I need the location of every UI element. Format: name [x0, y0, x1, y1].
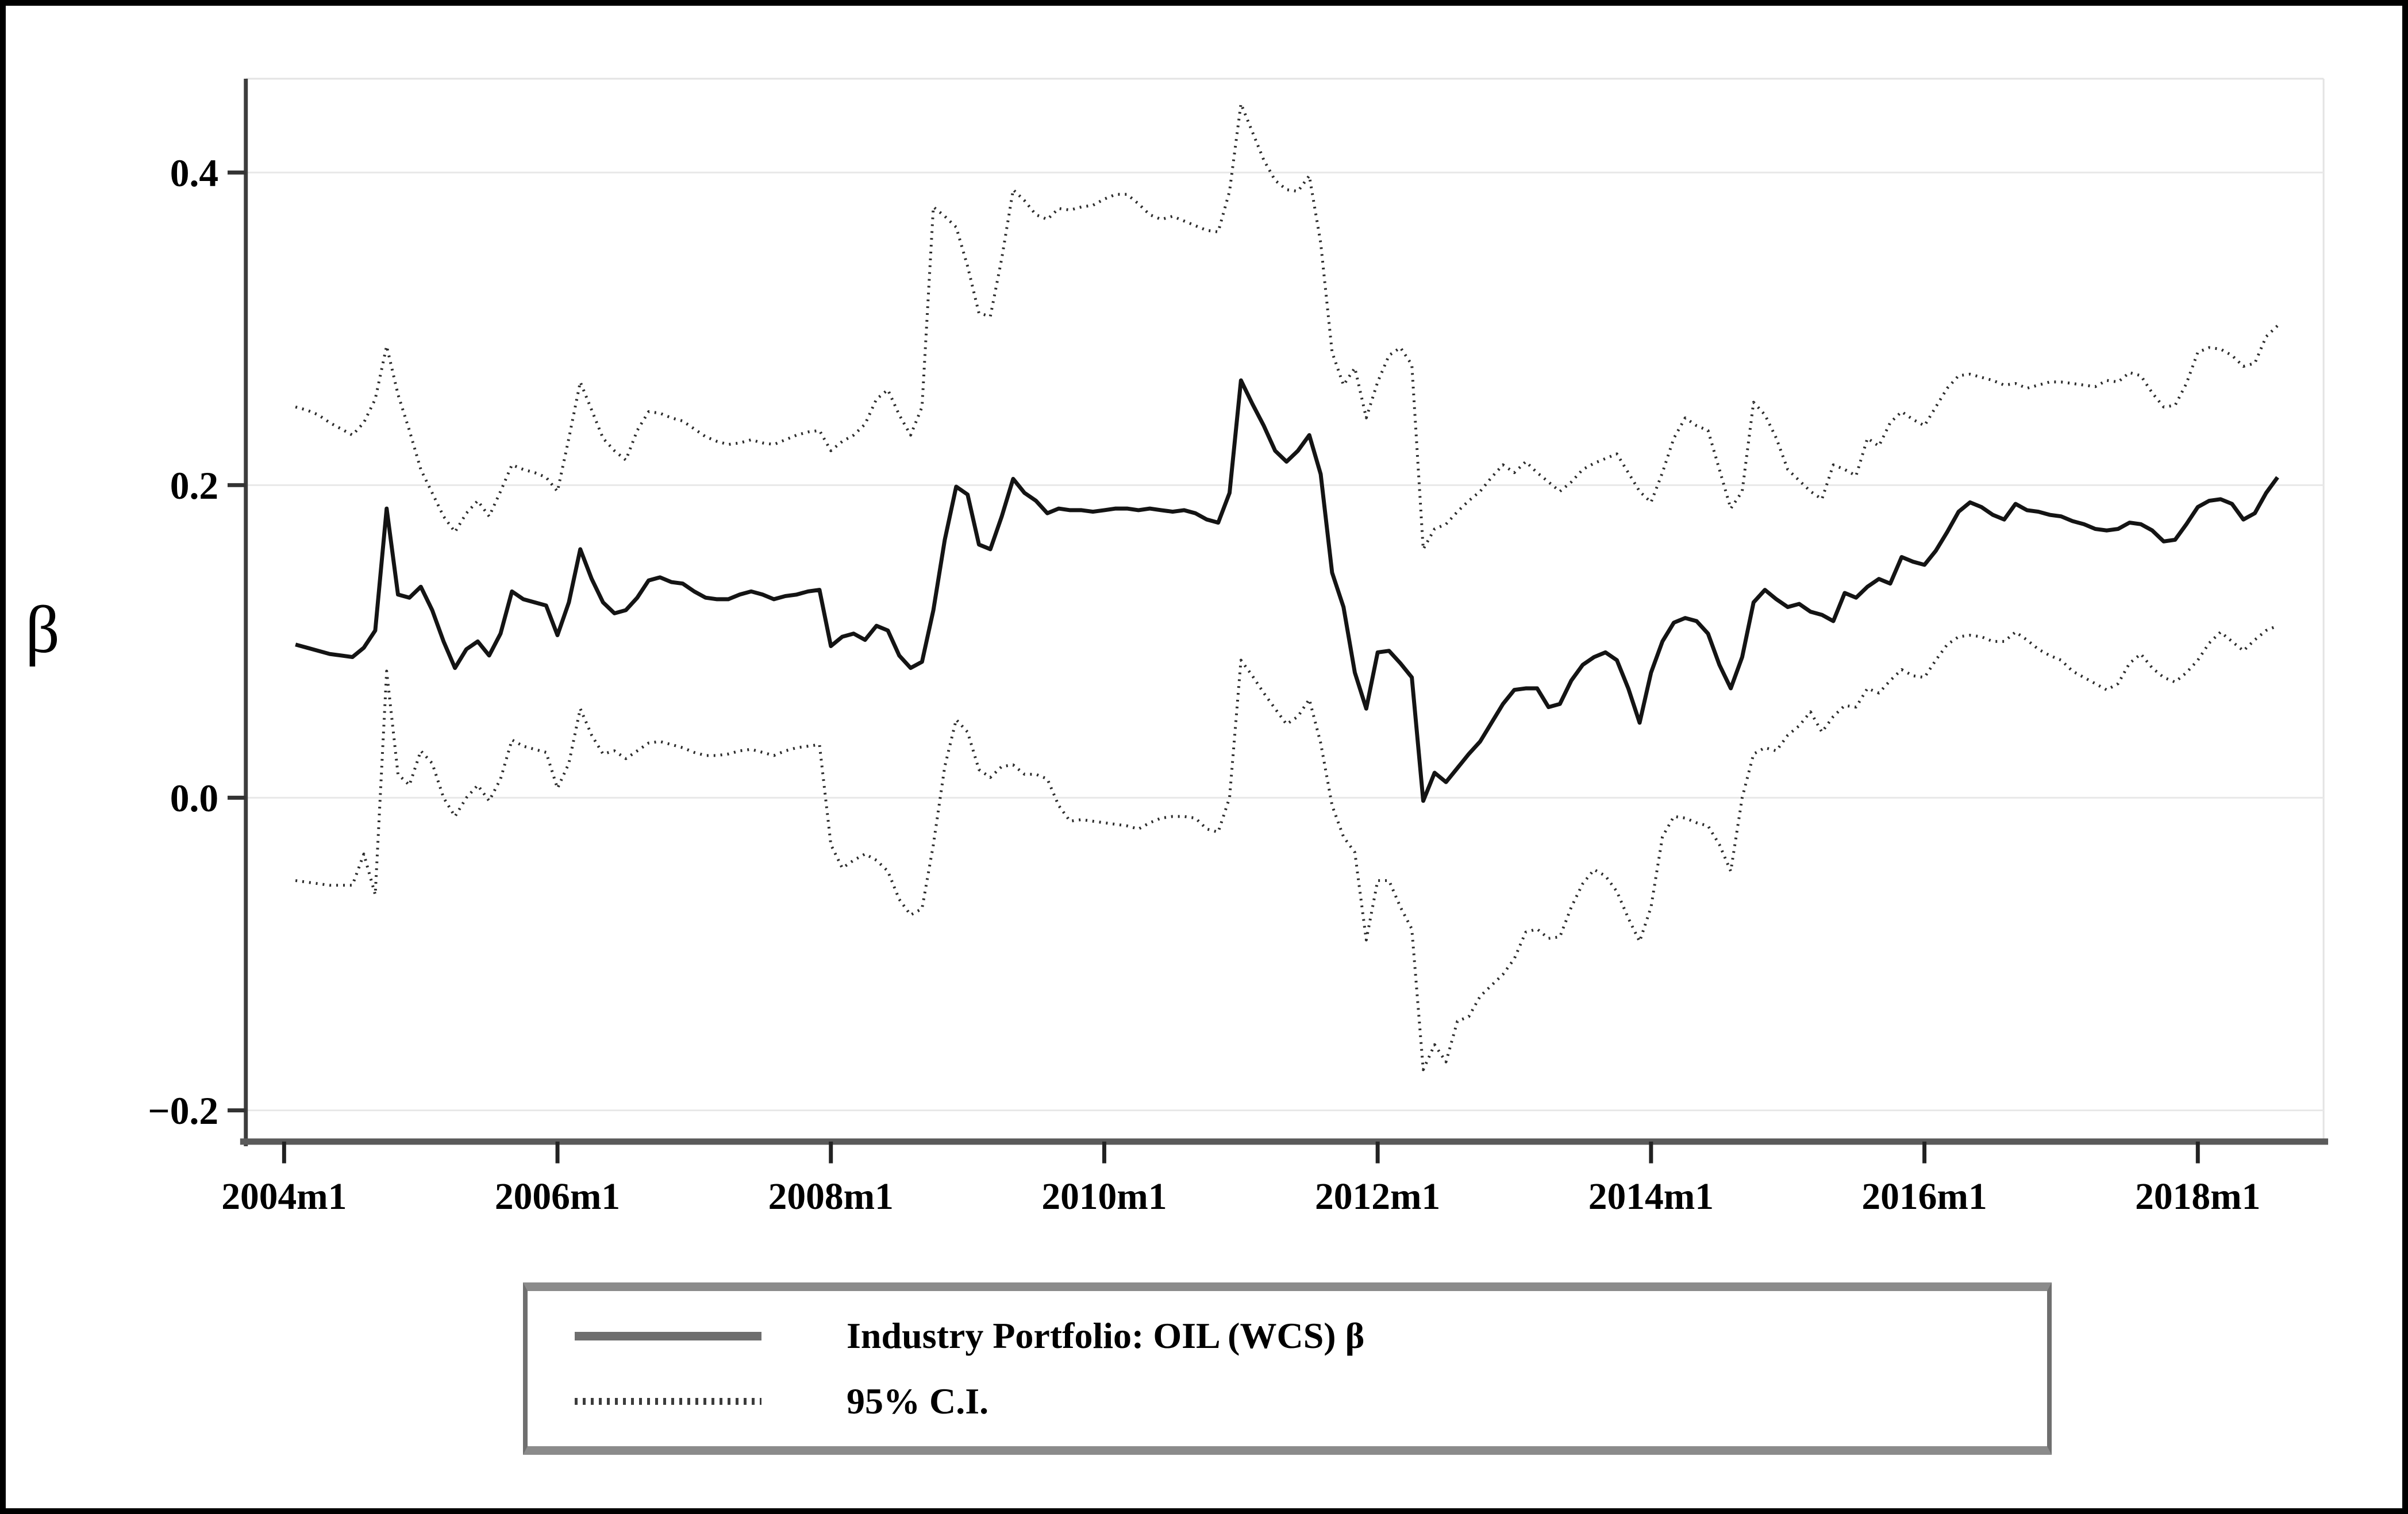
legend: Industry Portfolio: OIL (WCS) β 95% C.I. — [523, 1282, 2052, 1455]
gridlines — [245, 171, 2324, 1111]
line-chart: −0.2 0.0 0.2 0.4 2004m1 2006m1 2008m1 2010m1 201… — [148, 78, 2329, 1218]
legend-item-ci: 95% C.I. — [575, 1381, 2047, 1421]
y-axis-title: β — [25, 592, 60, 667]
x-tick-group: 2004m1 2006m1 2008m1 2010m1 2012m1 2014m1 2016… — [221, 1141, 2260, 1218]
x-tick-label: 2004m1 — [221, 1176, 347, 1218]
series-ci-lower-line — [295, 624, 2278, 1072]
y-tick-label: −0.2 — [148, 1089, 218, 1132]
legend-label-beta: Industry Portfolio: OIL (WCS) β — [847, 1315, 1365, 1357]
x-tick-label: 2018m1 — [2135, 1176, 2260, 1218]
x-tick-label: 2010m1 — [1041, 1176, 1167, 1218]
y-tick-label: 0.4 — [170, 152, 218, 195]
y-tick-group: −0.2 0.0 0.2 0.4 — [148, 152, 246, 1132]
x-tick-label: 2012m1 — [1315, 1176, 1440, 1218]
series-beta-line — [295, 378, 2279, 803]
legend-line-sample-dotted — [575, 1397, 761, 1405]
x-tick-label: 2016m1 — [1861, 1176, 1987, 1218]
y-tick-label: 0.0 — [170, 777, 218, 820]
legend-label-ci: 95% C.I. — [847, 1380, 989, 1421]
legend-item-beta: Industry Portfolio: OIL (WCS) β — [575, 1315, 2047, 1357]
legend-line-sample-solid — [575, 1331, 761, 1340]
series-ci-upper-line — [295, 102, 2279, 551]
plot-frame — [245, 78, 2325, 1142]
axes — [240, 79, 2329, 1146]
x-tick-label: 2008m1 — [768, 1176, 894, 1218]
x-tick-label: 2014m1 — [1588, 1176, 1714, 1218]
x-tick-label: 2006m1 — [495, 1176, 620, 1218]
y-tick-label: 0.2 — [170, 464, 218, 507]
